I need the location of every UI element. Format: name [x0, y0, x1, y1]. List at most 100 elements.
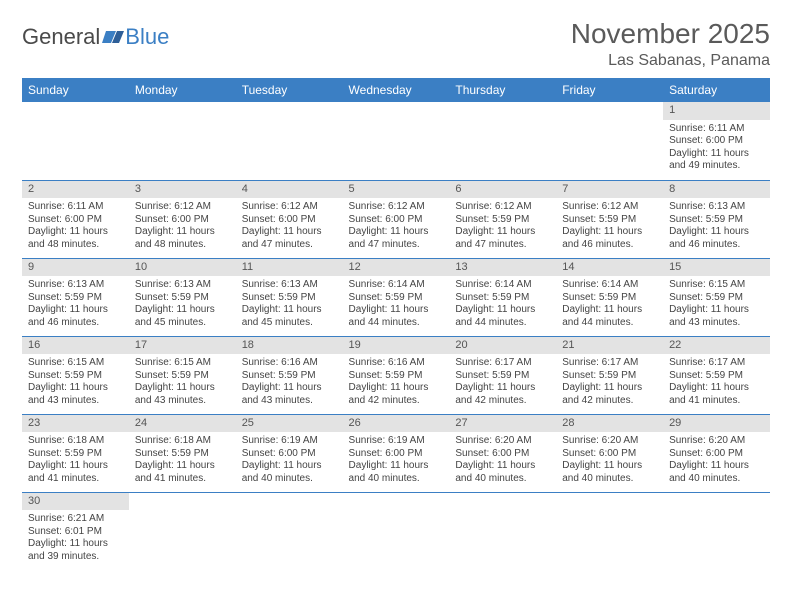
- day-number: 28: [556, 415, 663, 433]
- daylight-line: Daylight: 11 hours and 40 minutes.: [562, 460, 657, 485]
- sunset-line: Sunset: 5:59 PM: [28, 448, 123, 461]
- calendar-cell: 14Sunrise: 6:14 AMSunset: 5:59 PMDayligh…: [556, 258, 663, 336]
- calendar-cell: 18Sunrise: 6:16 AMSunset: 5:59 PMDayligh…: [236, 336, 343, 414]
- day-body: Sunrise: 6:17 AMSunset: 5:59 PMDaylight:…: [556, 354, 663, 411]
- daylight-line: Daylight: 11 hours and 44 minutes.: [455, 304, 550, 329]
- header: General Blue November 2025 Las Sabanas, …: [22, 18, 770, 70]
- daylight-line: Daylight: 11 hours and 41 minutes.: [135, 460, 230, 485]
- daylight-line: Daylight: 11 hours and 40 minutes.: [242, 460, 337, 485]
- calendar-cell: [236, 492, 343, 570]
- daylight-line: Daylight: 11 hours and 49 minutes.: [669, 148, 764, 173]
- day-body: Sunrise: 6:12 AMSunset: 6:00 PMDaylight:…: [129, 198, 236, 255]
- day-body: Sunrise: 6:18 AMSunset: 5:59 PMDaylight:…: [22, 432, 129, 489]
- calendar-week-row: 2Sunrise: 6:11 AMSunset: 6:00 PMDaylight…: [22, 180, 770, 258]
- location-label: Las Sabanas, Panama: [571, 52, 770, 70]
- day-body: Sunrise: 6:20 AMSunset: 6:00 PMDaylight:…: [556, 432, 663, 489]
- day-body: Sunrise: 6:14 AMSunset: 5:59 PMDaylight:…: [343, 276, 450, 333]
- calendar-week-row: 23Sunrise: 6:18 AMSunset: 5:59 PMDayligh…: [22, 414, 770, 492]
- page-title: November 2025: [571, 18, 770, 50]
- daylight-line: Daylight: 11 hours and 47 minutes.: [455, 226, 550, 251]
- sunrise-line: Sunrise: 6:14 AM: [349, 279, 444, 292]
- calendar-cell: 24Sunrise: 6:18 AMSunset: 5:59 PMDayligh…: [129, 414, 236, 492]
- sunrise-line: Sunrise: 6:15 AM: [135, 357, 230, 370]
- day-number: 7: [556, 181, 663, 199]
- sunset-line: Sunset: 6:00 PM: [28, 214, 123, 227]
- day-body: Sunrise: 6:11 AMSunset: 6:00 PMDaylight:…: [22, 198, 129, 255]
- calendar-cell: 17Sunrise: 6:15 AMSunset: 5:59 PMDayligh…: [129, 336, 236, 414]
- logo-text-general: General: [22, 24, 100, 50]
- day-body: Sunrise: 6:15 AMSunset: 5:59 PMDaylight:…: [663, 276, 770, 333]
- day-number: 15: [663, 259, 770, 277]
- day-number: 8: [663, 181, 770, 199]
- day-number: 11: [236, 259, 343, 277]
- daylight-line: Daylight: 11 hours and 40 minutes.: [455, 460, 550, 485]
- title-block: November 2025 Las Sabanas, Panama: [571, 18, 770, 70]
- calendar-cell: 29Sunrise: 6:20 AMSunset: 6:00 PMDayligh…: [663, 414, 770, 492]
- day-number: 9: [22, 259, 129, 277]
- daylight-line: Daylight: 11 hours and 46 minutes.: [562, 226, 657, 251]
- sunset-line: Sunset: 5:59 PM: [455, 292, 550, 305]
- day-number: 21: [556, 337, 663, 355]
- sunrise-line: Sunrise: 6:16 AM: [242, 357, 337, 370]
- sunset-line: Sunset: 5:59 PM: [242, 370, 337, 383]
- weekday-header: Wednesday: [343, 78, 450, 102]
- day-body: Sunrise: 6:19 AMSunset: 6:00 PMDaylight:…: [236, 432, 343, 489]
- daylight-line: Daylight: 11 hours and 43 minutes.: [135, 382, 230, 407]
- weekday-header: Thursday: [449, 78, 556, 102]
- calendar-cell: 19Sunrise: 6:16 AMSunset: 5:59 PMDayligh…: [343, 336, 450, 414]
- daylight-line: Daylight: 11 hours and 46 minutes.: [669, 226, 764, 251]
- sunset-line: Sunset: 5:59 PM: [562, 370, 657, 383]
- day-number: 1: [663, 102, 770, 120]
- sunset-line: Sunset: 6:00 PM: [562, 448, 657, 461]
- daylight-line: Daylight: 11 hours and 42 minutes.: [562, 382, 657, 407]
- sunrise-line: Sunrise: 6:12 AM: [562, 201, 657, 214]
- sunrise-line: Sunrise: 6:21 AM: [28, 513, 123, 526]
- weekday-header: Monday: [129, 78, 236, 102]
- logo-text-blue: Blue: [125, 24, 169, 50]
- sunrise-line: Sunrise: 6:13 AM: [242, 279, 337, 292]
- sunset-line: Sunset: 5:59 PM: [242, 292, 337, 305]
- calendar-head: SundayMondayTuesdayWednesdayThursdayFrid…: [22, 78, 770, 102]
- sunrise-line: Sunrise: 6:11 AM: [669, 123, 764, 136]
- calendar-cell: 5Sunrise: 6:12 AMSunset: 6:00 PMDaylight…: [343, 180, 450, 258]
- day-number: 27: [449, 415, 556, 433]
- sunset-line: Sunset: 6:00 PM: [349, 448, 444, 461]
- sunset-line: Sunset: 5:59 PM: [669, 370, 764, 383]
- daylight-line: Daylight: 11 hours and 48 minutes.: [28, 226, 123, 251]
- day-body: Sunrise: 6:13 AMSunset: 5:59 PMDaylight:…: [236, 276, 343, 333]
- day-number: 12: [343, 259, 450, 277]
- day-number: 22: [663, 337, 770, 355]
- sunset-line: Sunset: 5:59 PM: [349, 292, 444, 305]
- day-number: 5: [343, 181, 450, 199]
- daylight-line: Daylight: 11 hours and 40 minutes.: [349, 460, 444, 485]
- weekday-header: Sunday: [22, 78, 129, 102]
- sunset-line: Sunset: 5:59 PM: [349, 370, 444, 383]
- sunset-line: Sunset: 5:59 PM: [28, 370, 123, 383]
- day-number: 17: [129, 337, 236, 355]
- calendar-cell: 27Sunrise: 6:20 AMSunset: 6:00 PMDayligh…: [449, 414, 556, 492]
- sunrise-line: Sunrise: 6:17 AM: [562, 357, 657, 370]
- weekday-header: Friday: [556, 78, 663, 102]
- calendar-cell: [343, 102, 450, 180]
- day-body: Sunrise: 6:19 AMSunset: 6:00 PMDaylight:…: [343, 432, 450, 489]
- daylight-line: Daylight: 11 hours and 41 minutes.: [669, 382, 764, 407]
- day-body: Sunrise: 6:16 AMSunset: 5:59 PMDaylight:…: [236, 354, 343, 411]
- sunrise-line: Sunrise: 6:12 AM: [242, 201, 337, 214]
- day-number: 29: [663, 415, 770, 433]
- calendar-cell: 20Sunrise: 6:17 AMSunset: 5:59 PMDayligh…: [449, 336, 556, 414]
- calendar-cell: 1Sunrise: 6:11 AMSunset: 6:00 PMDaylight…: [663, 102, 770, 180]
- sunrise-line: Sunrise: 6:17 AM: [669, 357, 764, 370]
- weekday-header: Tuesday: [236, 78, 343, 102]
- day-number: 24: [129, 415, 236, 433]
- sunset-line: Sunset: 6:00 PM: [669, 448, 764, 461]
- sunrise-line: Sunrise: 6:12 AM: [455, 201, 550, 214]
- sunset-line: Sunset: 5:59 PM: [455, 214, 550, 227]
- day-number: 26: [343, 415, 450, 433]
- day-number: 13: [449, 259, 556, 277]
- sunset-line: Sunset: 6:00 PM: [349, 214, 444, 227]
- calendar-cell: [343, 492, 450, 570]
- sunrise-line: Sunrise: 6:11 AM: [28, 201, 123, 214]
- calendar-week-row: 1Sunrise: 6:11 AMSunset: 6:00 PMDaylight…: [22, 102, 770, 180]
- daylight-line: Daylight: 11 hours and 48 minutes.: [135, 226, 230, 251]
- day-number: 2: [22, 181, 129, 199]
